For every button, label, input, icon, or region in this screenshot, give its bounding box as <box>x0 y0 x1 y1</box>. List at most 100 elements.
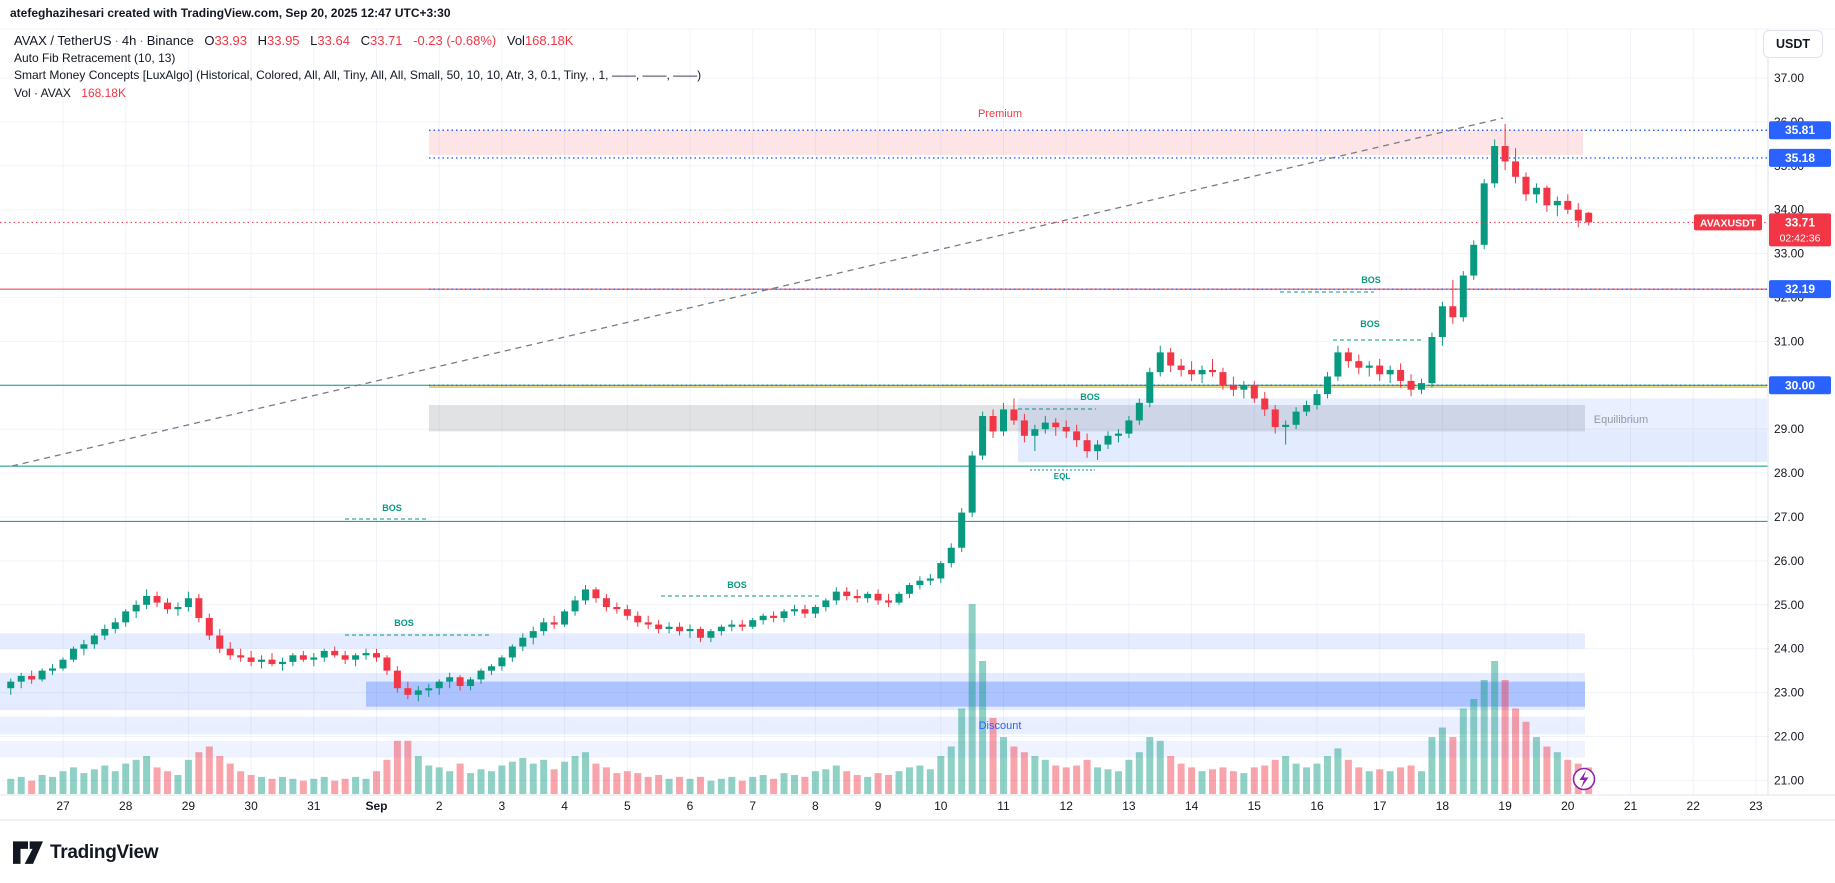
volume-bar <box>665 778 673 794</box>
candle-body <box>69 648 77 660</box>
time-axis-label: 15 <box>1248 799 1262 813</box>
time-axis[interactable]: 27 28 29 30 31 Sep 2 3 4 5 6 7 8 9 10 11 12 13 14 15 16 17 18 1… <box>56 799 1763 813</box>
volume-bar <box>1188 767 1196 794</box>
bos-label: BOS <box>382 503 402 513</box>
candle-body <box>1020 420 1028 436</box>
candle-body <box>1574 209 1582 221</box>
volume-bar <box>968 604 976 794</box>
candle-body <box>1261 398 1269 410</box>
candle-body <box>1553 200 1561 206</box>
volume-bar <box>822 769 830 794</box>
candle-body <box>1188 369 1196 375</box>
volume-bar <box>498 765 506 794</box>
candle-body <box>59 659 67 669</box>
symbol-name[interactable]: AVAX / TetherUS <box>14 33 112 48</box>
currency-unit-button[interactable]: USDT <box>1763 30 1823 58</box>
volume-bar <box>7 778 15 794</box>
exchange-label[interactable]: Binance <box>146 33 194 48</box>
volume-bar <box>937 756 945 794</box>
time-axis-label: 7 <box>749 799 756 813</box>
candle-body <box>926 578 934 581</box>
volume-bar <box>383 759 391 794</box>
close-value: 33.71 <box>369 33 403 48</box>
candle-body <box>205 617 213 636</box>
time-axis-label: 9 <box>875 799 882 813</box>
zone-label-discount: Discount <box>979 720 1022 732</box>
volume-bar <box>1386 771 1394 794</box>
candle-body <box>320 650 328 658</box>
volume-bar <box>258 776 266 794</box>
volume-bar <box>958 708 966 794</box>
volume-bar <box>122 763 130 794</box>
candle-body <box>1010 409 1018 421</box>
candle-body <box>278 661 286 665</box>
volume-bar <box>1177 763 1185 794</box>
volume-bar <box>1303 767 1311 794</box>
candle-body <box>17 675 25 682</box>
indicator-row-auto-fib[interactable]: Auto Fib Retracement (10, 13) <box>14 50 701 68</box>
candle-body <box>446 677 454 682</box>
tradingview-logo-icon <box>13 841 43 864</box>
zone-label-equilibrium: Equilibrium <box>1594 414 1648 426</box>
volume-bar <box>487 771 495 794</box>
volume-bar <box>508 761 516 794</box>
candle-body <box>550 622 558 625</box>
time-axis-label: 12 <box>1060 799 1074 813</box>
bos-label: BOS <box>727 580 747 590</box>
candle-body <box>184 598 192 607</box>
interval-label[interactable]: 4h <box>121 33 137 48</box>
smc-label: Smart Money Concepts [LuxAlgo] (Historic… <box>14 68 702 82</box>
candle-body <box>1344 352 1352 362</box>
indicator-row-volume[interactable]: Vol · AVAX 168.18K <box>14 85 701 103</box>
candle-body <box>258 659 266 662</box>
volume-bar <box>59 771 67 794</box>
volume-bar <box>655 775 663 794</box>
volume-bar <box>1062 767 1070 794</box>
candle-body <box>341 655 349 660</box>
time-axis-label: 30 <box>244 799 258 813</box>
candle-body <box>1386 369 1394 375</box>
candles-series <box>7 124 1593 702</box>
time-axis-label: 10 <box>934 799 948 813</box>
volume-bar <box>1156 740 1164 794</box>
volume-bar <box>864 776 872 794</box>
volume-bar <box>237 771 245 794</box>
time-axis-label: 4 <box>561 799 568 813</box>
candle-body <box>425 688 433 691</box>
candle-body <box>331 650 339 656</box>
volume-bar <box>425 765 433 794</box>
candle-body <box>1303 405 1311 412</box>
volume-bar <box>728 776 736 794</box>
volume-bar <box>1355 767 1363 794</box>
tradingview-logo[interactable]: TradingView <box>13 841 159 865</box>
candle-body <box>1094 444 1102 452</box>
candle-body <box>853 596 861 599</box>
candle-body <box>592 589 600 599</box>
candle-body <box>1449 306 1457 318</box>
volume-bar <box>467 773 475 794</box>
candle-body <box>1459 275 1467 318</box>
candle-body <box>885 600 893 603</box>
candle-body <box>1240 385 1248 390</box>
fib-trendline[interactable] <box>11 117 1504 467</box>
bos-label: BOS <box>1080 392 1100 402</box>
indicator-row-smc[interactable]: Smart Money Concepts [LuxAlgo] (Historic… <box>14 67 701 85</box>
volume-bar <box>550 769 558 794</box>
fib-price-badge-text: 35.81 <box>1785 123 1815 137</box>
candle-body <box>540 622 548 632</box>
price-axis-label: 37.00 <box>1774 71 1804 85</box>
volume-bar <box>895 771 903 794</box>
volume-bar <box>1052 765 1060 794</box>
candle-body <box>613 606 621 610</box>
volume-bar <box>1135 752 1143 794</box>
flash-marker[interactable] <box>1572 767 1596 791</box>
symbol-row[interactable]: AVAX / TetherUS · 4h · Binance O33.93 H33.95… <box>14 32 701 50</box>
time-axis-label: 23 <box>1749 799 1763 813</box>
volume-bar <box>414 756 422 794</box>
candle-body <box>707 631 715 638</box>
volume-bar <box>268 778 276 794</box>
high-label: H <box>257 33 267 48</box>
volume-bar <box>613 773 621 794</box>
